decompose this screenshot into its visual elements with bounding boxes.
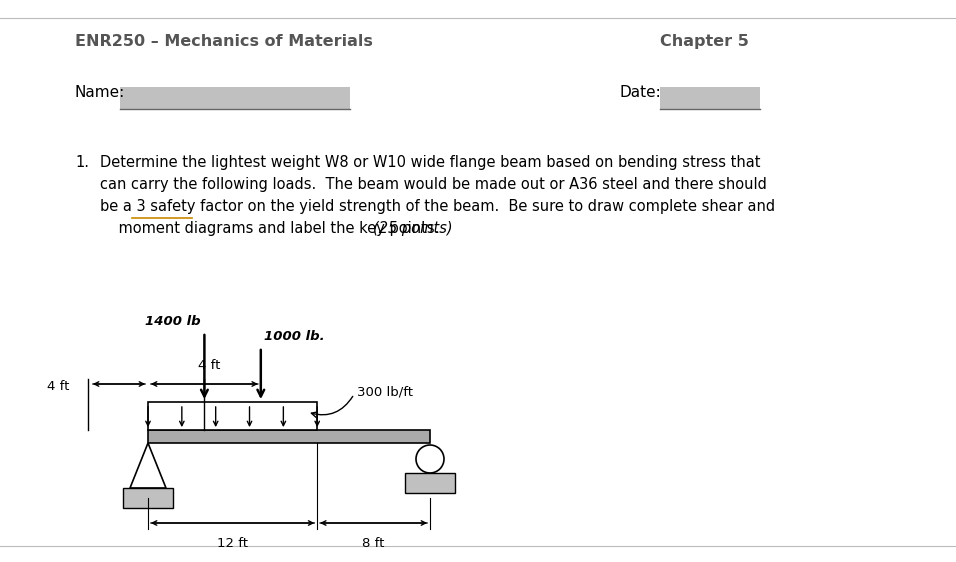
Text: 8 ft: 8 ft — [362, 537, 384, 550]
Bar — [660, 87, 760, 109]
Polygon shape — [130, 443, 166, 488]
Circle shape — [416, 445, 444, 473]
Text: Date:: Date: — [620, 85, 662, 100]
Text: 1400 lb: 1400 lb — [144, 315, 201, 328]
Text: moment diagrams and label the key points.: moment diagrams and label the key points… — [100, 221, 448, 236]
Bar — [405, 473, 455, 493]
Text: 4 ft: 4 ft — [198, 359, 221, 372]
Text: (25 points): (25 points) — [373, 221, 452, 236]
Bar — [120, 87, 350, 109]
Text: 12 ft: 12 ft — [217, 537, 249, 550]
Text: can carry the following loads.  The beam would be made out or A36 steel and ther: can carry the following loads. The beam … — [100, 177, 767, 192]
Bar — [123, 488, 173, 508]
Text: 1.: 1. — [75, 155, 89, 170]
Text: 4 ft: 4 ft — [47, 379, 69, 392]
Text: ENR250 – Mechanics of Materials: ENR250 – Mechanics of Materials — [75, 34, 373, 49]
Text: Name:: Name: — [75, 85, 125, 100]
Bar — [148, 430, 430, 443]
Text: be a 3 safety factor on the yield strength of the beam.  Be sure to draw complet: be a 3 safety factor on the yield streng… — [100, 199, 775, 214]
Text: Determine the lightest weight W8 or W10 wide flange beam based on bending stress: Determine the lightest weight W8 or W10 … — [100, 155, 761, 170]
Bar — [148, 402, 317, 430]
Text: 300 lb/ft: 300 lb/ft — [358, 386, 413, 398]
Text: 1000 lb.: 1000 lb. — [264, 330, 324, 343]
Text: Chapter 5: Chapter 5 — [660, 34, 749, 49]
